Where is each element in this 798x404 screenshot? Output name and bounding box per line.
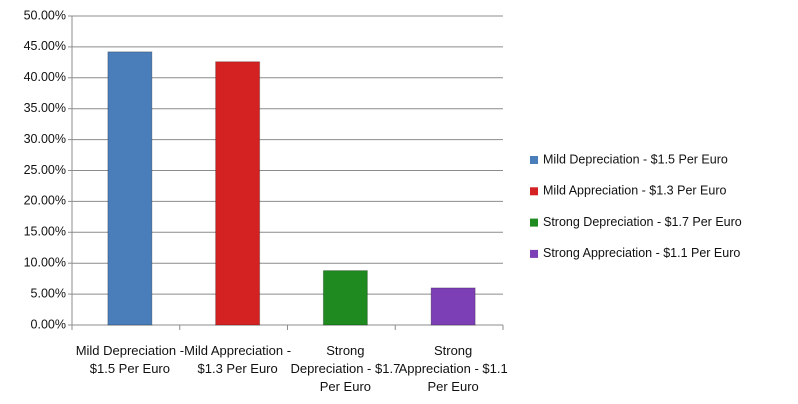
y-tick-label: 20.00% — [24, 194, 66, 208]
y-tick-label: 40.00% — [24, 70, 66, 84]
y-tick-label: 35.00% — [24, 101, 66, 115]
bar — [107, 51, 153, 326]
y-tick-label: 45.00% — [24, 39, 66, 53]
y-tick-label: 0.00% — [31, 317, 66, 331]
legend-marker — [530, 187, 538, 196]
bar — [322, 270, 368, 326]
y-tick-label: 15.00% — [24, 225, 66, 239]
y-tick-label: 5.00% — [31, 286, 66, 300]
y-tick-label: 50.00% — [24, 8, 66, 22]
legend-marker — [530, 218, 538, 227]
x-tick-label: Strong Appreciation - $1.1 Per Euro — [398, 343, 508, 394]
legend-label: Strong Depreciation - $1.7 Per Euro — [543, 215, 742, 229]
legend-marker — [530, 156, 538, 164]
legend-label: Strong Appreciation - $1.1 Per Euro — [543, 246, 740, 260]
x-tick-label: Mild Appreciation - $1.3 Per Euro — [184, 343, 292, 376]
legend-label: Mild Depreciation - $1.5 Per Euro — [543, 152, 728, 166]
x-tick-label: Strong Depreciation - $1.7 Per Euro — [290, 343, 401, 394]
legend-marker — [530, 249, 538, 258]
legend-label: Mild Appreciation - $1.3 Per Euro — [543, 184, 726, 198]
y-tick-label: 25.00% — [24, 163, 66, 177]
y-tick-label: 10.00% — [24, 255, 66, 269]
y-tick-label: 30.00% — [24, 132, 66, 146]
x-tick-label: Mild Depreciation - $1.5 Per Euro — [75, 343, 185, 376]
bar — [215, 61, 261, 326]
bar — [430, 287, 476, 326]
